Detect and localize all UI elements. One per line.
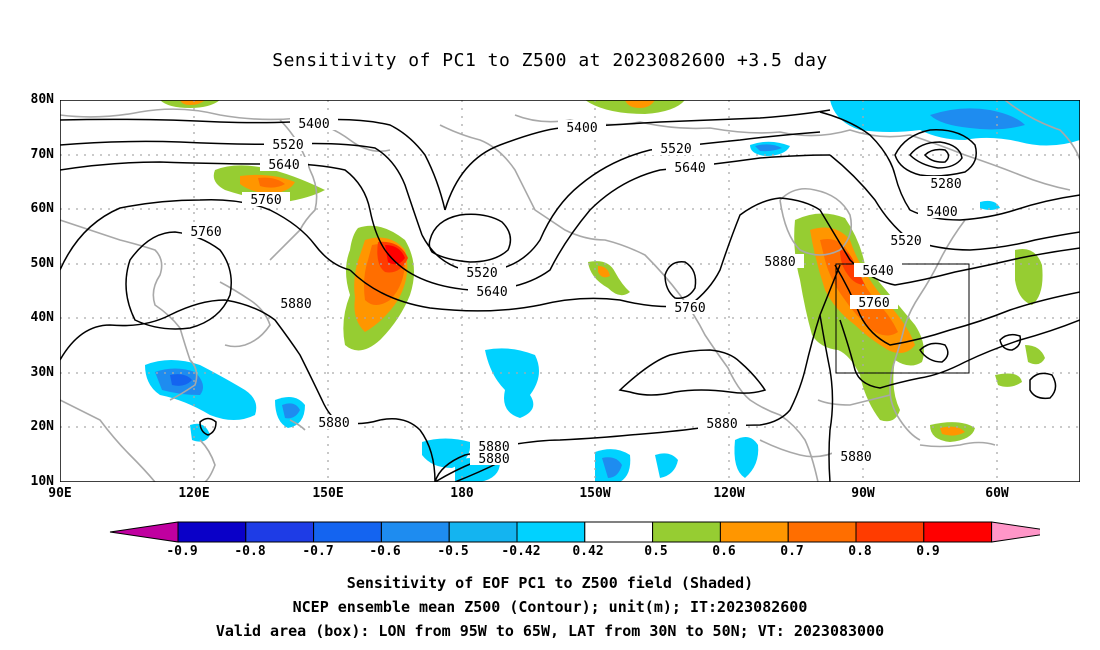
colorbar-segment [109, 521, 179, 543]
lat-label: 30N [30, 365, 54, 380]
colorbar-segment [584, 521, 654, 543]
colorbar-tick-label: -0.7 [302, 544, 334, 559]
colorbar-tick-label: -0.9 [166, 544, 198, 559]
colorbar-segment [516, 521, 586, 543]
contour-label: 5520 [466, 266, 497, 281]
negative-shading [145, 100, 1080, 482]
lat-label: 40N [30, 310, 54, 325]
colorbar-segment [380, 521, 450, 543]
contour-label: 5760 [250, 193, 281, 208]
colorbar-tick-label: 0.8 [848, 544, 872, 559]
contour-label: 5400 [566, 121, 597, 136]
contour-label: 5640 [862, 264, 893, 279]
lon-label: 60W [985, 486, 1009, 501]
contour-label: 5880 [840, 450, 871, 465]
contour-label: 5400 [926, 205, 957, 220]
lat-label: 50N [30, 256, 54, 271]
colorbar-tick-label: 0.7 [780, 544, 804, 559]
contour-labels: 5400 5520 5640 5760 5760 5880 5400 5520 … [182, 116, 970, 467]
contour-label: 5280 [930, 177, 961, 192]
colorbar-segment [719, 521, 789, 543]
colorbar-tick-label: -0.8 [234, 544, 266, 559]
lat-label: 60N [30, 201, 54, 216]
lon-label: 90W [851, 486, 875, 501]
contour-label: 5880 [706, 417, 737, 432]
lat-label: 70N [30, 147, 54, 162]
lon-label: 120W [713, 486, 745, 501]
map-title: Sensitivity of PC1 to Z500 at 2023082600… [272, 50, 828, 71]
colorbar-tick-label: -0.5 [437, 544, 469, 559]
lat-label: 80N [30, 92, 54, 107]
colorbar-tick-label: -0.42 [501, 544, 541, 559]
contour-label: 5520 [890, 234, 921, 249]
colorbar-tick-label: 0.42 [572, 544, 604, 559]
colorbar-tick-label: -0.6 [369, 544, 401, 559]
caption-shaded: Sensitivity of EOF PC1 to Z500 field (Sh… [346, 574, 754, 592]
contour-label: 5640 [674, 161, 705, 176]
contour-label: 5400 [298, 117, 329, 132]
caption-contour: NCEP ensemble mean Z500 (Contour); unit(… [292, 598, 808, 616]
contour-label: 5640 [268, 158, 299, 173]
colorbar-segment [923, 521, 993, 543]
coastlines [60, 100, 1080, 482]
colorbar-segment [855, 521, 925, 543]
colorbar-segment [991, 521, 1060, 543]
lat-label: 10N [30, 474, 54, 489]
sensitivity-map: 5400 5520 5640 5760 5760 5880 5400 5520 … [60, 100, 1080, 482]
contour-label: 5880 [280, 297, 311, 312]
contour-label: 5880 [764, 255, 795, 270]
lon-label: 120E [178, 486, 210, 501]
colorbar-segment [652, 521, 721, 543]
caption-valid-area: Valid area (box): LON from 95W to 65W, L… [215, 622, 885, 640]
contour-label: 5880 [318, 416, 349, 431]
contour-label: 5760 [858, 296, 889, 311]
contour-label: 5640 [476, 285, 507, 300]
colorbar [60, 520, 1060, 560]
contour-label: 5520 [660, 142, 691, 157]
contour-label: 5760 [190, 225, 221, 240]
contour-label: 5880 [478, 452, 509, 467]
contour-label: 5760 [674, 301, 705, 316]
colorbar-tick-label: 0.9 [916, 544, 940, 559]
contour-label: 5520 [272, 138, 303, 153]
colorbar-tick-label: 0.6 [712, 544, 736, 559]
lon-label: 90E [48, 486, 72, 501]
valid-area-box [835, 263, 970, 374]
colorbar-tick-label: 0.5 [644, 544, 668, 559]
colorbar-segment [177, 521, 247, 543]
lon-label: 150W [579, 486, 611, 501]
colorbar-segment [787, 521, 857, 543]
colorbar-segment [245, 521, 315, 543]
lon-label: 180 [450, 486, 474, 501]
lon-label: 150E [312, 486, 344, 501]
colorbar-segment [313, 521, 382, 543]
lat-label: 20N [30, 419, 54, 434]
colorbar-segment [448, 521, 518, 543]
